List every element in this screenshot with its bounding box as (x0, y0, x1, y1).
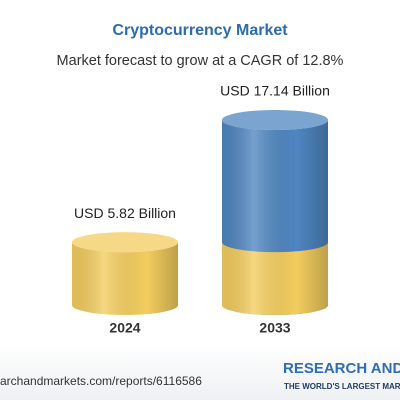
x-tick-label: 2033 (259, 320, 290, 336)
cylinder-top (72, 232, 178, 253)
tagline: THE WORLD'S LARGEST MAR (284, 382, 400, 391)
footer-url: archandmarkets.com/reports/6116586 (0, 374, 202, 388)
brand: RESEARCH AND (283, 360, 400, 377)
value-label: USD 5.82 Billion (74, 205, 176, 221)
cylinder-shade (72, 242, 178, 315)
footer-band (0, 345, 400, 400)
chart-title: Cryptocurrency Market (112, 22, 288, 39)
cylinder-top (222, 110, 328, 130)
value-label: USD 17.14 Billion (220, 83, 330, 99)
cylinder-top-light (72, 232, 178, 253)
cylinder-shade (222, 242, 328, 315)
plot: USD 5.82 Billion 2024 USD 17.14 Billion 203… (72, 83, 330, 336)
chart-subtitle: Market forecast to grow at a CAGR of 12.… (57, 53, 344, 69)
cylinder-top-light (222, 110, 328, 130)
x-tick-label: 2024 (109, 320, 140, 336)
